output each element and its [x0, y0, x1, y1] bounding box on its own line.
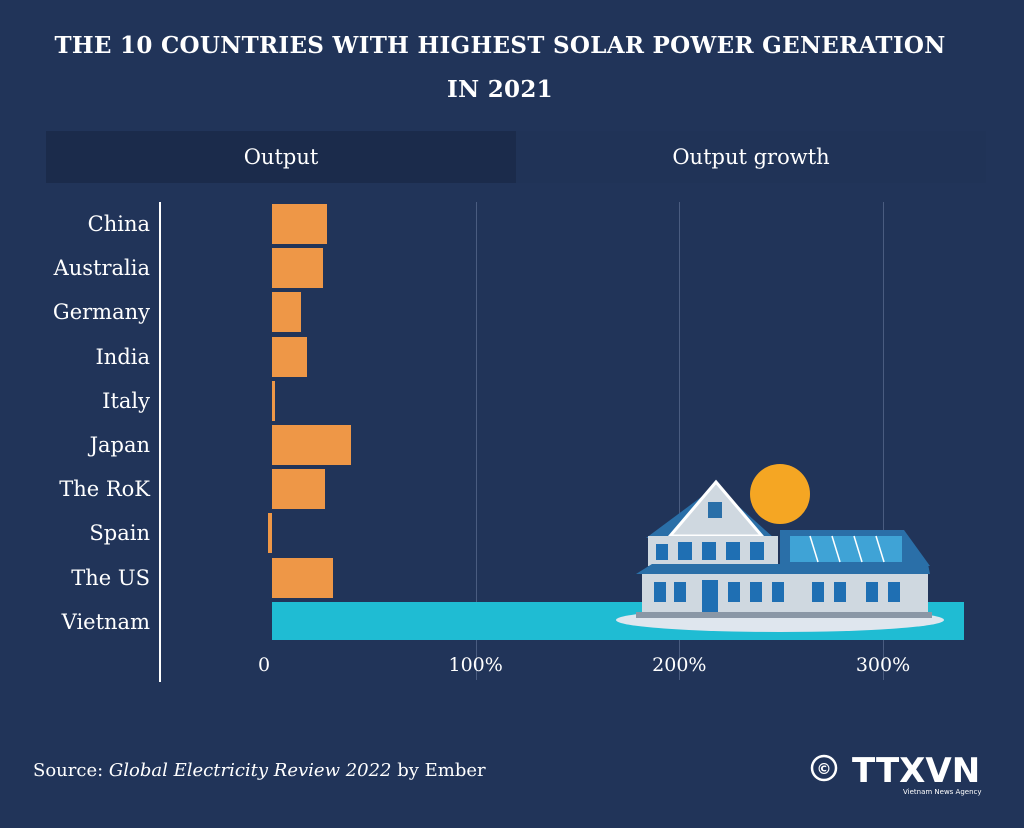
tab-bar: Output Output growth [46, 131, 986, 183]
bar-japan[interactable] [272, 425, 352, 465]
bar-australia[interactable] [272, 248, 323, 289]
tab-output[interactable]: Output [46, 131, 516, 183]
bar-spain[interactable] [267, 513, 272, 554]
logo-name: TTXVN [852, 751, 980, 791]
source-prefix: Source: [33, 760, 109, 781]
country-label: India [95, 344, 151, 369]
source-suffix: by Ember [391, 760, 486, 781]
bar-germany[interactable] [272, 292, 301, 333]
bar-the-us[interactable] [272, 557, 334, 598]
country-label: Germany [52, 300, 150, 325]
source-note: Source: Global Electricity Review 2022 b… [33, 760, 486, 781]
ttxvn-logo: © TTXVN Vietnam News Agency [808, 748, 998, 800]
gridline [883, 202, 884, 680]
country-label: Italy [102, 388, 150, 413]
chart-title-line-2: IN 2021 [447, 76, 553, 103]
chart-title-line-1: THE 10 COUNTRIES WITH HIGHEST SOLAR POWE… [54, 32, 946, 59]
bar-india[interactable] [272, 336, 307, 377]
x-tick-label: 200% [652, 654, 707, 676]
country-label: The RoK [59, 477, 150, 502]
logo-copyright: © [817, 760, 832, 778]
logo-tagline: Vietnam News Agency [903, 788, 982, 796]
country-label: China [87, 212, 150, 236]
x-tick-label: 100% [448, 654, 503, 676]
bar-the-rok[interactable] [272, 469, 325, 510]
country-label: Vietnam [61, 609, 150, 634]
y-axis-line [159, 202, 161, 682]
gridline [475, 202, 477, 680]
country-label: Spain [89, 521, 150, 546]
country-label: Japan [89, 433, 150, 457]
x-tick-label: 0 [257, 654, 271, 676]
bar-china[interactable] [272, 204, 327, 244]
source-publication: Global Electricity Review 2022 [108, 760, 392, 781]
country-label: The US [71, 565, 150, 590]
x-tick-label: 300% [855, 654, 911, 676]
country-label: Australia [53, 256, 150, 281]
tab-output-growth[interactable]: Output growth [516, 131, 986, 183]
gridline [679, 202, 681, 680]
solar-house-illustration [616, 464, 944, 632]
bar-italy[interactable] [272, 380, 275, 421]
